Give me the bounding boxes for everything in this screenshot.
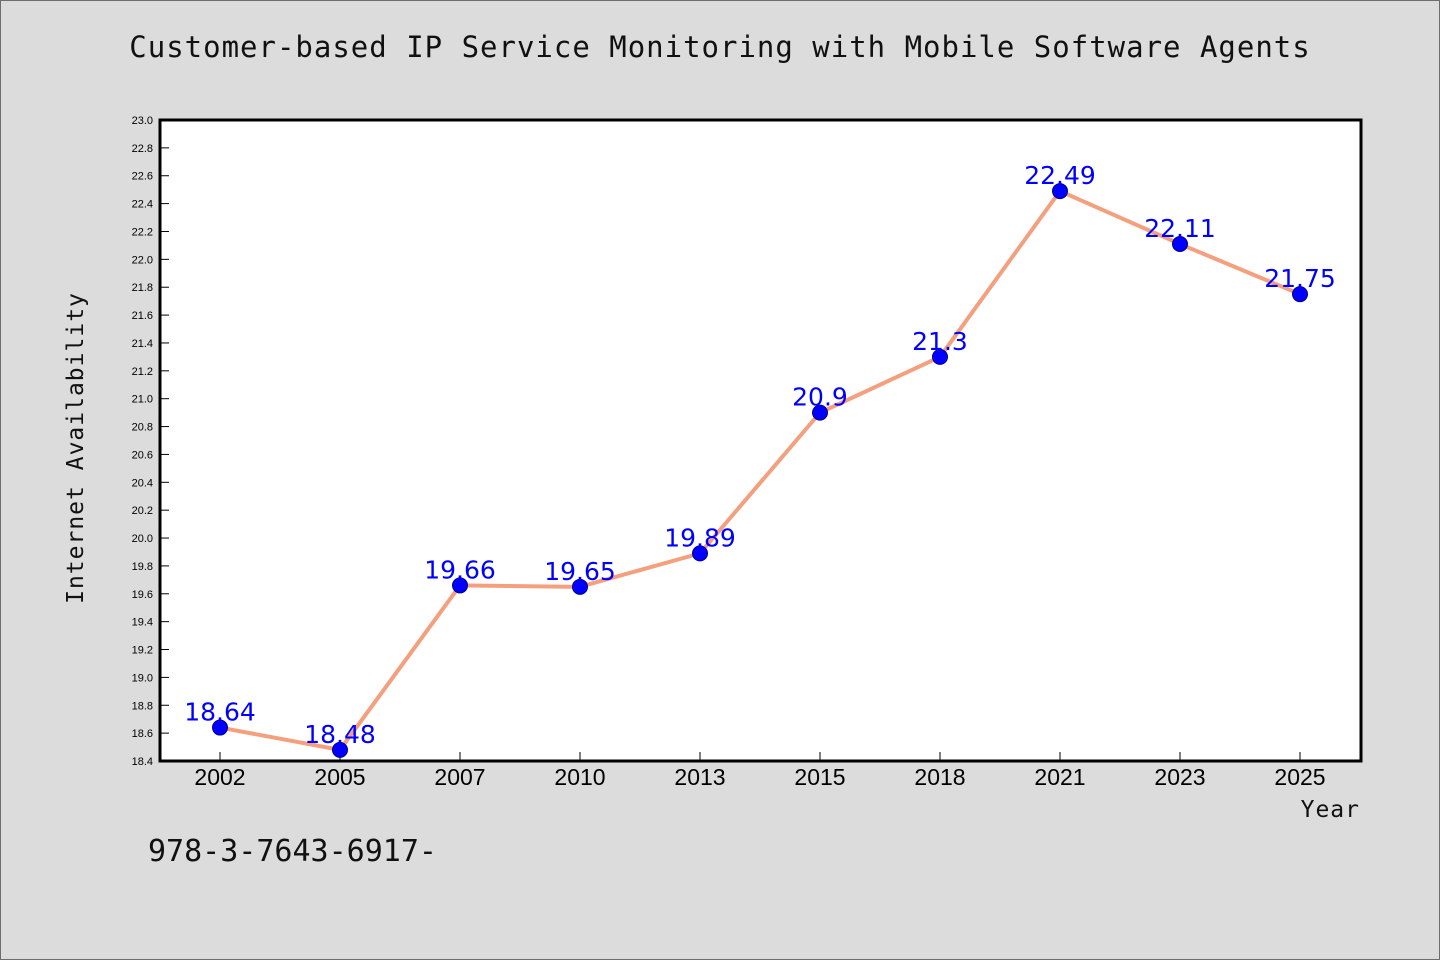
data-label: 19.65 [544,557,616,586]
y-tick-label: 19.2 [132,645,153,657]
chart-title: Customer-based IP Service Monitoring wit… [129,30,1311,64]
data-label: 22.11 [1144,214,1216,243]
data-label: 19.66 [424,555,496,584]
y-tick-label: 21.0 [132,394,153,406]
data-label: 18.64 [184,698,256,727]
y-tick-label: 19.0 [132,672,153,684]
series-line [218,189,1302,752]
y-tick-label: 19.4 [132,617,153,629]
data-point [212,719,228,736]
data-label: 18.48 [304,720,376,749]
y-tick-label: 22.4 [132,199,153,211]
data-point [692,545,708,562]
x-tick-label: 2018 [914,764,965,790]
x-tick-label: 2025 [1274,764,1325,790]
data-label: 20.9 [792,383,848,412]
y-tick-label: 19.8 [132,561,153,573]
y-tick-label: 21.4 [132,338,153,350]
y-tick-label: 21.8 [132,282,153,294]
x-tick-label: 2013 [674,764,725,790]
data-label: 21.75 [1264,264,1336,293]
y-tick-label: 22.6 [132,171,153,183]
y-tick-label: 23.0 [132,115,153,127]
y-tick-label: 21.2 [132,366,153,378]
data-point [1172,236,1188,253]
y-tick-label: 20.4 [132,477,153,489]
x-tick-label: 2021 [1034,764,1085,790]
x-tick-label: 2005 [314,764,365,790]
y-tick-label: 18.6 [132,728,153,740]
y-tick-label: 19.6 [132,589,153,601]
data-point [1052,183,1068,200]
y-tick-label: 20.6 [132,449,153,461]
x-axis-label: Year [1300,797,1360,823]
data-point [572,578,588,595]
x-tick-label: 2010 [554,764,605,790]
data-label: 21.3 [912,327,968,356]
y-tick-label: 20.8 [132,422,153,434]
data-point [932,348,948,365]
footer-code: 978-3-7643-6917- [148,834,437,869]
y-tick-label: 22.2 [132,226,153,238]
y-tick-label: 20.2 [132,505,153,517]
data-label: 22.49 [1024,161,1096,190]
y-tick-label: 22.8 [132,143,153,155]
x-tick-label: 2015 [794,764,845,790]
y-tick-label: 21.6 [132,310,153,322]
data-point [332,741,348,758]
y-tick-label: 22.0 [132,254,153,266]
y-tick-label: 18.8 [132,700,153,712]
data-label: 19.89 [664,523,736,552]
y-tick-label: 20.0 [132,533,153,545]
x-tick-label: 2023 [1154,764,1205,790]
data-point [452,577,468,594]
x-tick-label: 2007 [434,764,485,790]
plot-area [160,120,1361,761]
plot-border [158,118,1363,763]
y-tick-label: 18.4 [132,756,153,768]
data-point [812,404,828,421]
data-point [1292,286,1308,303]
x-tick-label: 2002 [194,764,245,790]
